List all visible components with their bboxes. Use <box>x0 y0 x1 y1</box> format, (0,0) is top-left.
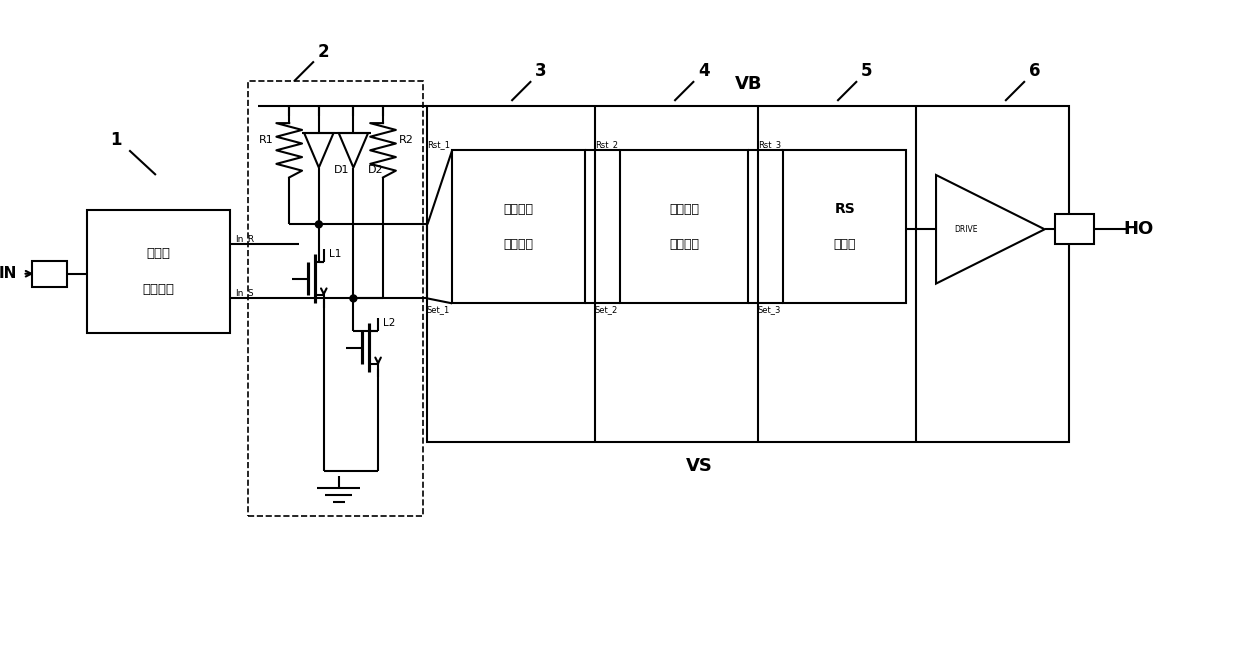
Text: L2: L2 <box>383 318 396 328</box>
Text: 触发器: 触发器 <box>833 238 856 251</box>
Text: Rst_3: Rst_3 <box>758 140 781 149</box>
Text: In_S: In_S <box>234 288 253 297</box>
Bar <box>782 151 906 304</box>
Text: 消除电路: 消除电路 <box>670 238 699 251</box>
Text: R1: R1 <box>259 135 273 145</box>
Bar <box>32 261 67 286</box>
Circle shape <box>315 221 322 228</box>
Text: DRIVE: DRIVE <box>954 225 977 234</box>
Circle shape <box>350 295 357 302</box>
Text: 1: 1 <box>110 131 123 149</box>
Text: Set_3: Set_3 <box>758 305 781 314</box>
Text: 双脉冲: 双脉冲 <box>146 247 170 260</box>
Text: Rst_2: Rst_2 <box>595 140 618 149</box>
Text: VB: VB <box>734 75 763 93</box>
Text: 消除电路: 消除电路 <box>503 238 533 251</box>
Text: IN: IN <box>0 267 17 281</box>
Text: 差模噪声: 差模噪声 <box>670 203 699 215</box>
Text: HO: HO <box>1123 220 1153 238</box>
Text: D2: D2 <box>368 165 384 175</box>
Bar <box>1054 215 1094 244</box>
Text: 4: 4 <box>698 62 709 80</box>
Text: 5: 5 <box>861 62 873 80</box>
Text: 产生电路: 产生电路 <box>143 282 175 296</box>
Text: 共模噪声: 共模噪声 <box>503 203 533 215</box>
Bar <box>87 210 229 333</box>
Text: Rst_1: Rst_1 <box>428 140 450 149</box>
Text: 6: 6 <box>1029 62 1040 80</box>
Text: 3: 3 <box>536 62 547 80</box>
Bar <box>248 81 423 516</box>
Text: RS: RS <box>835 202 856 216</box>
Bar <box>453 151 585 304</box>
Text: Set_2: Set_2 <box>595 305 618 314</box>
Text: In_R: In_R <box>234 233 254 243</box>
Text: VS: VS <box>686 457 713 475</box>
Text: R2: R2 <box>399 135 414 145</box>
Text: L1: L1 <box>329 249 341 259</box>
Text: D1: D1 <box>334 165 350 175</box>
Bar <box>428 106 1069 442</box>
Text: 2: 2 <box>317 42 330 60</box>
Text: Set_1: Set_1 <box>427 305 450 314</box>
Bar <box>620 151 749 304</box>
